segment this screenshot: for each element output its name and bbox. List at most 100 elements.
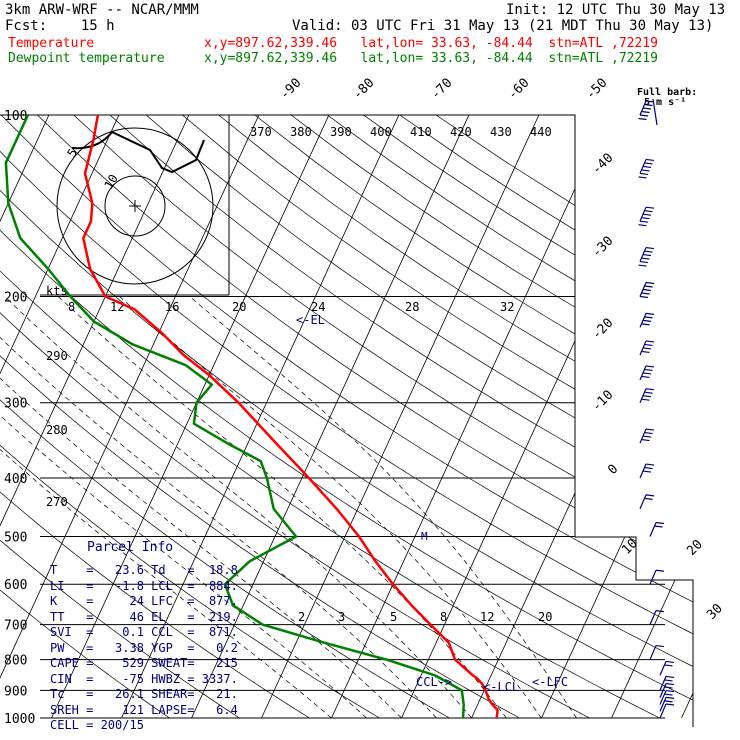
dry-adiabat-label: 400 bbox=[370, 125, 392, 139]
lcl-marker: <-LCL bbox=[483, 680, 519, 694]
dewpoint-location-info: x,y=897.62,339.46 lat,lon= 33.63, -84.44… bbox=[204, 51, 658, 66]
dry-adiabat-label: 390 bbox=[330, 125, 352, 139]
mixing-ratio-label: 28 bbox=[405, 300, 419, 314]
wind-barb bbox=[639, 463, 655, 479]
mixing-ratio-label: 20 bbox=[232, 300, 246, 314]
isotherm-line bbox=[51, 115, 330, 719]
pressure-label: 200 bbox=[4, 291, 27, 306]
parcel-info-row: SVI = 0.1 CCL = 871. bbox=[50, 625, 238, 639]
dry-adiabat bbox=[0, 115, 380, 719]
isotherm-label: -70 bbox=[428, 76, 455, 103]
moist-adiabat bbox=[0, 296, 367, 719]
wind-barb bbox=[639, 281, 655, 299]
mixing-ratio-label: 8 bbox=[68, 300, 75, 314]
hodograph-ring bbox=[56, 127, 214, 285]
parcel-info-row: TT = 46 EL = 219. bbox=[50, 609, 238, 624]
isotherm-line bbox=[541, 115, 693, 719]
wind-barb bbox=[639, 428, 655, 444]
parcel-info-row: CELL = 200/15 bbox=[50, 718, 144, 732]
wind-barb-column bbox=[638, 98, 675, 719]
temperature-profile bbox=[82, 115, 499, 719]
isotherm-label: -60 bbox=[505, 76, 532, 103]
pressure-label: 300 bbox=[4, 397, 27, 412]
dry-adiabat bbox=[109, 115, 693, 719]
temperature-label: Temperature bbox=[8, 36, 95, 51]
isotherm-label: -50 bbox=[583, 76, 610, 103]
dry-adiabat-label: 370 bbox=[250, 125, 272, 139]
wind-barb bbox=[638, 206, 655, 227]
wind-barb bbox=[639, 312, 655, 328]
isotherm-label: 0 bbox=[605, 462, 621, 478]
isotherm-line bbox=[191, 115, 470, 719]
dry-adiabat bbox=[0, 115, 660, 719]
dry-adiabat bbox=[399, 115, 693, 719]
parcel-info-row: PW = 3.38 YGP = 0.2 bbox=[50, 640, 238, 655]
isotherm-label: -10 bbox=[589, 388, 616, 415]
isotherm-label: 10 bbox=[619, 536, 641, 558]
pressure-label: 100 bbox=[4, 109, 27, 124]
dry-adiabat-label: 410 bbox=[410, 125, 432, 139]
wind-barb bbox=[649, 569, 665, 585]
hodograph-ring bbox=[104, 175, 166, 237]
parcel-info-title: Parcel Info bbox=[87, 540, 174, 555]
mixing-ratio-label: 12 bbox=[480, 610, 494, 624]
mixing-ratio-label: 20 bbox=[538, 610, 552, 624]
dry-adiabat bbox=[435, 115, 693, 719]
forecast-hour: Fcst: 15 h bbox=[5, 18, 115, 34]
wind-barb bbox=[659, 689, 675, 705]
barb-legend-units: 5 m s⁻¹ bbox=[644, 97, 687, 108]
isotherm-line bbox=[681, 115, 693, 719]
dewpoint-label: Dewpoint temperature bbox=[8, 51, 165, 66]
isotherm-label: -30 bbox=[589, 234, 616, 261]
wind-barb bbox=[638, 158, 655, 179]
theta-e-label: 280 bbox=[46, 423, 68, 437]
pressure-label: 800 bbox=[4, 654, 27, 669]
wind-barb bbox=[649, 521, 665, 537]
dry-adiabat bbox=[0, 115, 693, 719]
moist-adiabat bbox=[119, 296, 542, 719]
wind-barb bbox=[659, 703, 675, 719]
dry-adiabat bbox=[0, 115, 240, 719]
moist-adiabat bbox=[189, 296, 577, 719]
isotherm-line bbox=[611, 115, 693, 719]
isotherm-line bbox=[261, 115, 540, 719]
freezing-level-marker: M bbox=[421, 530, 428, 543]
dry-adiabat-label: 430 bbox=[490, 125, 512, 139]
ccl-marker: CCL-> bbox=[416, 675, 452, 689]
isotherm-line bbox=[0, 115, 120, 719]
dry-adiabat bbox=[145, 115, 693, 719]
dry-adiabat bbox=[0, 115, 590, 719]
dewpoint-profile bbox=[4, 115, 465, 719]
hodograph-frame bbox=[40, 114, 230, 295]
moist-adiabat bbox=[57, 296, 507, 719]
hodograph-ring-label: 10 bbox=[101, 172, 120, 192]
isotherm-label: -80 bbox=[350, 76, 377, 103]
pressure-label: 500 bbox=[4, 530, 27, 545]
isotherm-line bbox=[471, 115, 693, 719]
isotherm-line bbox=[121, 115, 400, 719]
dry-adiabat bbox=[290, 115, 693, 719]
parcel-info-row: CIN = -75 HWBZ = 3337. bbox=[50, 671, 238, 686]
isotherm-label: -90 bbox=[277, 76, 304, 103]
dry-adiabat bbox=[363, 115, 693, 719]
isotherm-label: -40 bbox=[589, 151, 616, 178]
dry-adiabat-label: 380 bbox=[290, 125, 312, 139]
isotherm-line bbox=[0, 115, 190, 719]
dry-adiabat-label: 420 bbox=[450, 125, 472, 139]
mixing-ratio-label: 32 bbox=[500, 300, 514, 314]
isotherm-label: 30 bbox=[704, 601, 726, 623]
hodograph-trace bbox=[71, 130, 205, 174]
pressure-label: 900 bbox=[4, 684, 27, 699]
parcel-info-row: CAPE = 529 SWEAT= 215 bbox=[50, 656, 238, 670]
parcel-info-row: Tc = 26.1 SHEAR= 21. bbox=[50, 687, 238, 701]
model-title: 3km ARW-WRF -- NCAR/MMM bbox=[5, 2, 199, 18]
wind-barb bbox=[639, 494, 655, 510]
mixing-ratio-label: 8 bbox=[440, 610, 447, 624]
theta-e-label: 290 bbox=[46, 349, 68, 363]
moist-adiabat bbox=[4, 296, 472, 719]
pressure-label: 400 bbox=[4, 472, 27, 487]
wind-barb bbox=[649, 609, 665, 625]
isotherm-label: 20 bbox=[684, 537, 706, 559]
